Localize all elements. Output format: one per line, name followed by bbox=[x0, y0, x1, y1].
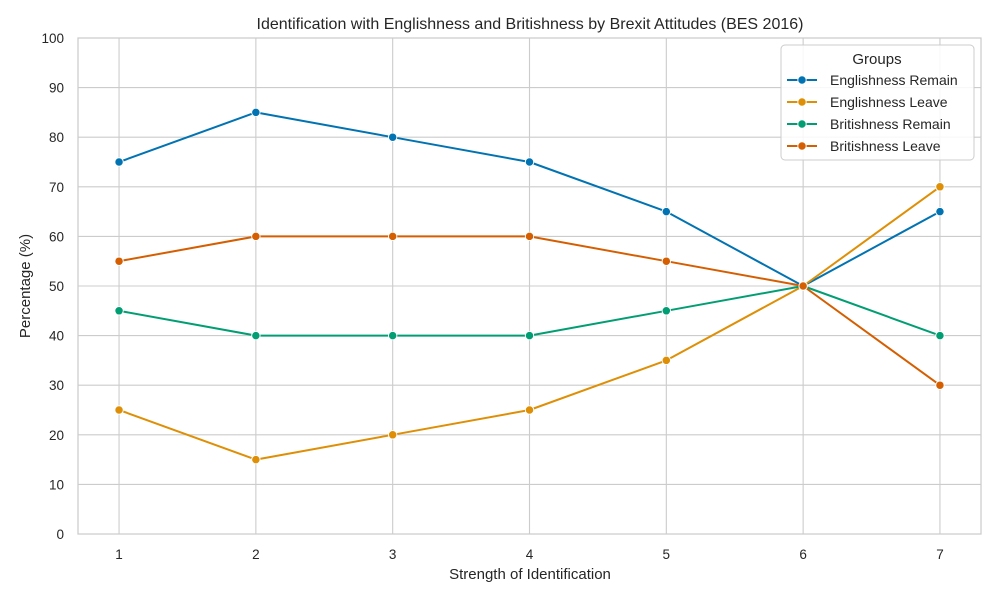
legend-marker bbox=[797, 75, 807, 85]
chart-title: Identification with Englishness and Brit… bbox=[257, 16, 804, 33]
y-axis-label: Percentage (%) bbox=[17, 234, 34, 338]
data-point bbox=[524, 231, 535, 242]
data-point bbox=[661, 206, 671, 217]
y-tick-label: 90 bbox=[49, 81, 64, 96]
data-point bbox=[114, 306, 124, 316]
legend-item: Britishness Remain bbox=[787, 116, 951, 132]
legend-title: Groups bbox=[852, 51, 901, 68]
plot-frame bbox=[77, 37, 982, 535]
x-tick-label: 6 bbox=[799, 547, 807, 562]
legend-marker bbox=[797, 141, 807, 151]
y-tick-label: 0 bbox=[56, 527, 64, 542]
y-tick-label: 50 bbox=[49, 279, 64, 294]
y-tick-label: 100 bbox=[41, 31, 64, 46]
legend-item: Britishness Leave bbox=[787, 138, 941, 154]
data-point bbox=[251, 454, 261, 465]
legend-label: Englishness Leave bbox=[830, 94, 948, 110]
legend-label: Britishness Leave bbox=[830, 138, 941, 154]
y-tick-label: 70 bbox=[49, 180, 64, 195]
y-tick-label: 60 bbox=[49, 229, 64, 244]
legend-label: Englishness Remain bbox=[830, 72, 958, 88]
data-point bbox=[935, 330, 945, 341]
data-point bbox=[935, 380, 945, 390]
series-britishness-leave bbox=[114, 231, 945, 390]
data-point bbox=[388, 430, 398, 440]
legend-items: Englishness Remain Englishness Leave Briti… bbox=[787, 72, 958, 154]
data-point bbox=[935, 182, 945, 192]
data-point bbox=[251, 231, 261, 242]
y-tick-labels: 0 10 20 30 40 50 60 70 80 90 100 bbox=[41, 31, 64, 542]
legend: Groups Englishness Remain Englishness Lea… bbox=[780, 44, 975, 161]
series-layer bbox=[114, 107, 945, 465]
legend-label: Britishness Remain bbox=[830, 116, 951, 132]
data-point bbox=[661, 306, 671, 316]
x-tick-label: 3 bbox=[389, 547, 397, 562]
x-tick-label: 2 bbox=[252, 547, 260, 562]
x-tick-label: 4 bbox=[526, 547, 534, 562]
data-point bbox=[251, 107, 261, 118]
data-point bbox=[114, 405, 124, 415]
data-point bbox=[388, 132, 398, 142]
legend-item: Englishness Leave bbox=[787, 94, 948, 110]
data-point bbox=[114, 157, 124, 167]
data-point bbox=[251, 330, 261, 341]
y-tick-label: 20 bbox=[49, 428, 64, 443]
data-point bbox=[661, 355, 671, 366]
data-point bbox=[524, 330, 535, 341]
legend-box bbox=[780, 44, 975, 161]
y-tick-label: 30 bbox=[49, 378, 64, 393]
x-axis-label: Strength of Identification bbox=[449, 566, 611, 583]
data-point bbox=[661, 256, 671, 266]
data-point bbox=[935, 206, 945, 217]
x-tick-label: 1 bbox=[115, 547, 123, 562]
legend-marker bbox=[797, 119, 807, 129]
x-tick-label: 5 bbox=[663, 547, 671, 562]
data-point bbox=[798, 281, 808, 291]
legend-item: Englishness Remain bbox=[787, 72, 958, 88]
data-point bbox=[388, 231, 398, 242]
legend-marker bbox=[797, 97, 807, 107]
y-tick-label: 80 bbox=[49, 130, 64, 145]
x-tick-label: 7 bbox=[936, 547, 944, 562]
x-tick-labels: 1 2 3 4 5 6 7 bbox=[115, 547, 943, 562]
y-tick-label: 40 bbox=[49, 329, 64, 344]
data-point bbox=[388, 330, 398, 341]
y-tick-label: 10 bbox=[49, 477, 64, 492]
data-point bbox=[114, 256, 124, 266]
data-point bbox=[524, 157, 535, 167]
data-point bbox=[524, 405, 535, 415]
